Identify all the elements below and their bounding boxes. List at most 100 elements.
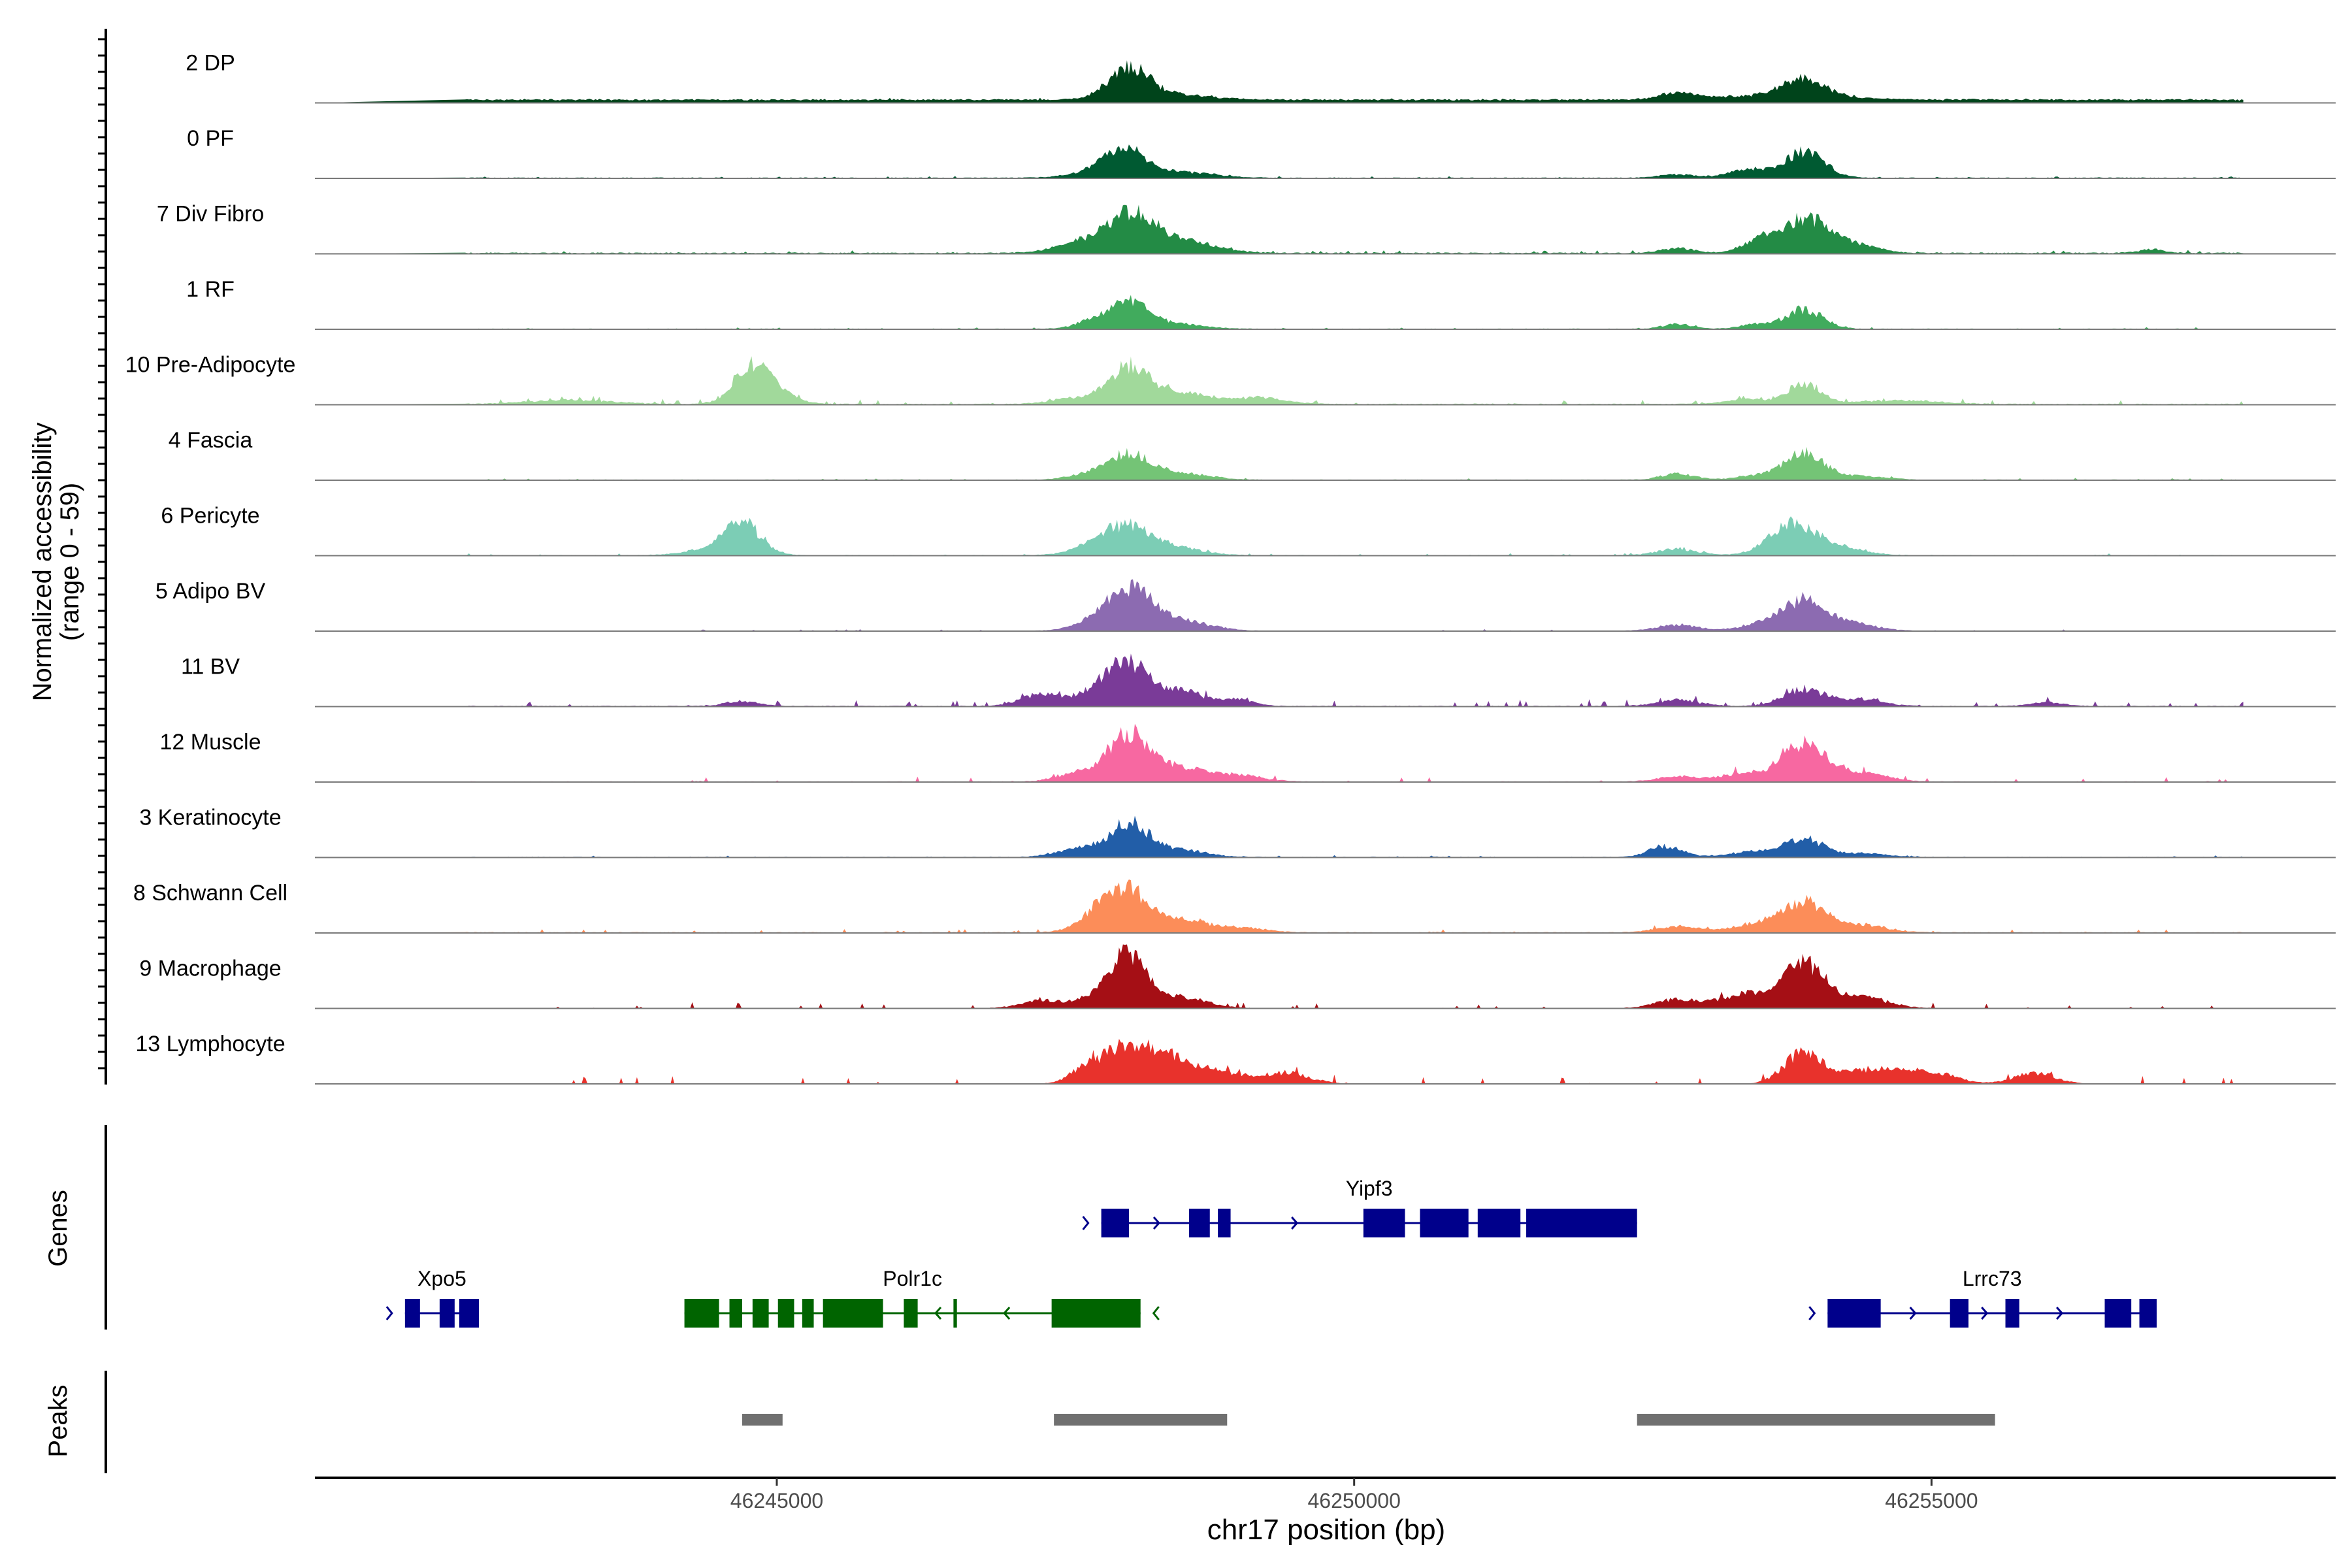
track-13: 13 Lymphocyte: [135, 1032, 2336, 1085]
y-axis-range: (range 0 - 59): [56, 483, 84, 641]
strand-arrow: [2055, 1307, 2064, 1320]
track-area-8: [315, 653, 2244, 707]
track-label-9: 12 Muscle: [160, 730, 261, 755]
strand-arrow: [1981, 1307, 1989, 1320]
exon-5: [823, 1299, 883, 1328]
exon-1: [1188, 1209, 1210, 1237]
track-label-10: 3 Keratinocyte: [139, 806, 281, 830]
gene-label-xpo5: Xpo5: [417, 1267, 466, 1290]
peak-2: [1637, 1414, 1995, 1426]
track-label-5: 4 Fascia: [169, 428, 253, 453]
x-tick-label-0: 46245000: [730, 1489, 823, 1512]
exon-2: [459, 1299, 479, 1328]
exon-7: [953, 1299, 957, 1328]
gene-label-polr1c: Polr1c: [883, 1267, 942, 1290]
track-5: 4 Fascia: [169, 428, 2336, 481]
strand-arrow: [1291, 1217, 1299, 1230]
gene-xpo5: Xpo5: [385, 1267, 479, 1328]
peaks-layer: [742, 1414, 1995, 1426]
track-8: 11 BV: [181, 653, 2336, 708]
track-area-5: [315, 447, 2244, 480]
track-area-11: [315, 879, 2244, 933]
peaks-panel-label: Peaks: [44, 1384, 73, 1457]
gene-lrrc73: Lrrc73: [1808, 1267, 2157, 1328]
exon-1: [439, 1299, 455, 1328]
strand-arrow: [934, 1307, 942, 1320]
exon-8: [1051, 1299, 1141, 1328]
exon-2: [1218, 1209, 1231, 1237]
gene-polr1c: Polr1c: [684, 1267, 1160, 1328]
exon-1: [729, 1299, 742, 1328]
track-area-6: [315, 516, 2244, 556]
strand-arrow: [1909, 1307, 1917, 1320]
track-6: 6 Pericyte: [161, 504, 2336, 557]
genes-layer: Yipf3 Xpo5 Polr1c Lrrc73: [385, 1177, 2157, 1328]
strand-arrow: [1003, 1307, 1011, 1320]
track-area-3: [315, 295, 2244, 329]
track-7: 5 Adipo BV: [155, 579, 2336, 632]
exon-0: [404, 1299, 420, 1328]
track-label-0: 2 DP: [186, 51, 235, 76]
y-axis-title: Normalized accessibility: [28, 423, 57, 702]
peak-1: [1054, 1414, 1228, 1426]
track-label-12: 9 Macrophage: [139, 956, 281, 981]
genes-panel-label: Genes: [44, 1190, 73, 1267]
strand-arrow: [1152, 1306, 1160, 1320]
track-3: 1 RF: [186, 277, 2336, 330]
track-label-4: 10 Pre-Adipocyte: [125, 353, 296, 378]
track-label-8: 11 BV: [181, 655, 240, 679]
gene-label-lrrc73: Lrrc73: [1963, 1267, 2022, 1290]
strand-arrow: [1808, 1306, 1816, 1320]
track-1: 0 PF: [187, 126, 2336, 179]
track-10: 3 Keratinocyte: [139, 806, 2336, 858]
track-label-2: 7 Div Fibro: [157, 202, 264, 227]
track-area-12: [315, 944, 2244, 1009]
track-area-4: [315, 356, 2244, 405]
exon-4: [1420, 1209, 1469, 1237]
strand-arrow: [1152, 1217, 1160, 1230]
exon-4: [2139, 1299, 2157, 1328]
track-11: 8 Schwann Cell: [133, 879, 2336, 934]
gene-label-yipf3: Yipf3: [1346, 1177, 1393, 1200]
track-label-6: 6 Pericyte: [161, 504, 259, 529]
exon-2: [2005, 1299, 2019, 1328]
track-9: 12 Muscle: [160, 723, 2336, 783]
exon-0: [684, 1299, 719, 1328]
exon-6: [904, 1299, 918, 1328]
exon-5: [1477, 1209, 1521, 1237]
track-area-7: [315, 579, 2244, 631]
track-label-13: 13 Lymphocyte: [135, 1032, 285, 1056]
track-area-9: [315, 723, 2244, 782]
track-2: 7 Div Fibro: [157, 202, 2336, 255]
track-0: 2 DP: [186, 51, 2336, 104]
exon-4: [802, 1299, 814, 1328]
track-area-10: [315, 815, 2244, 858]
track-label-3: 1 RF: [186, 277, 235, 302]
exon-6: [1526, 1209, 1637, 1237]
exon-3: [2104, 1299, 2132, 1328]
track-label-7: 5 Adipo BV: [155, 579, 266, 604]
tracks-layer: 2 DP 0 PF 7 Div Fibro 1 RF 10 Pre-Adipocyte 4…: [125, 51, 2336, 1085]
track-area-0: [315, 60, 2244, 103]
axis-layer: 46245000 46250000 46255000: [98, 29, 2336, 1512]
exon-2: [752, 1299, 769, 1328]
track-area-1: [315, 144, 2244, 178]
exon-0: [1827, 1299, 1881, 1328]
track-label-1: 0 PF: [187, 126, 234, 151]
exon-3: [777, 1299, 794, 1328]
track-area-13: [315, 1039, 2244, 1084]
peak-0: [742, 1414, 783, 1426]
gene-yipf3: Yipf3: [1082, 1177, 1637, 1237]
x-axis-title: chr17 position (bp): [1207, 1514, 1445, 1546]
track-area-2: [315, 204, 2244, 254]
strand-arrow: [385, 1306, 393, 1320]
strand-arrow: [1082, 1216, 1090, 1230]
exon-1: [1950, 1299, 1968, 1328]
track-12: 9 Macrophage: [139, 944, 2336, 1009]
track-4: 10 Pre-Adipocyte: [125, 353, 2336, 406]
exon-0: [1101, 1209, 1130, 1237]
x-tick-label-2: 46255000: [1885, 1489, 1978, 1512]
x-tick-label-1: 46250000: [1307, 1489, 1400, 1512]
track-label-11: 8 Schwann Cell: [133, 881, 287, 906]
